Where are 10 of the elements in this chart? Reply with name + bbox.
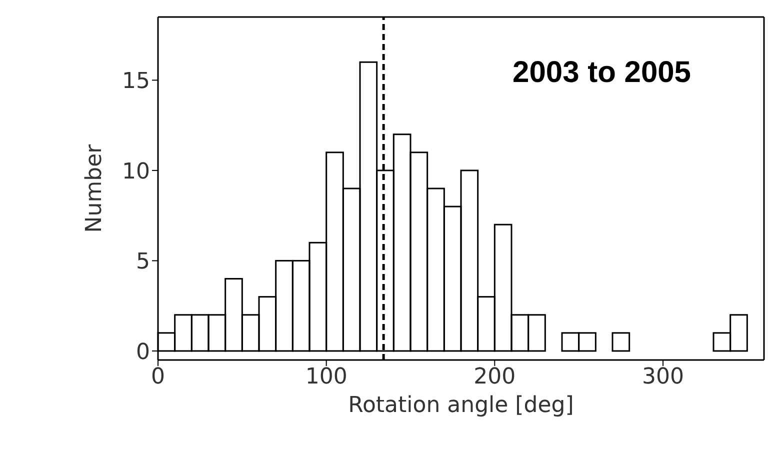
x-tick-label: 200 (474, 364, 516, 390)
y-tick-label: 0 (136, 340, 150, 365)
y-axis-title: Number (82, 143, 107, 233)
x-tick-label: 300 (642, 364, 684, 390)
x-axis-title: Rotation angle [deg] (348, 393, 574, 418)
y-tick-label: 10 (122, 159, 150, 184)
y-tick-label: 15 (122, 68, 150, 94)
x-tick-label: 100 (305, 364, 348, 390)
annotation: 2003 to 2005 (512, 56, 691, 90)
y-tick-label: 5 (136, 250, 150, 275)
